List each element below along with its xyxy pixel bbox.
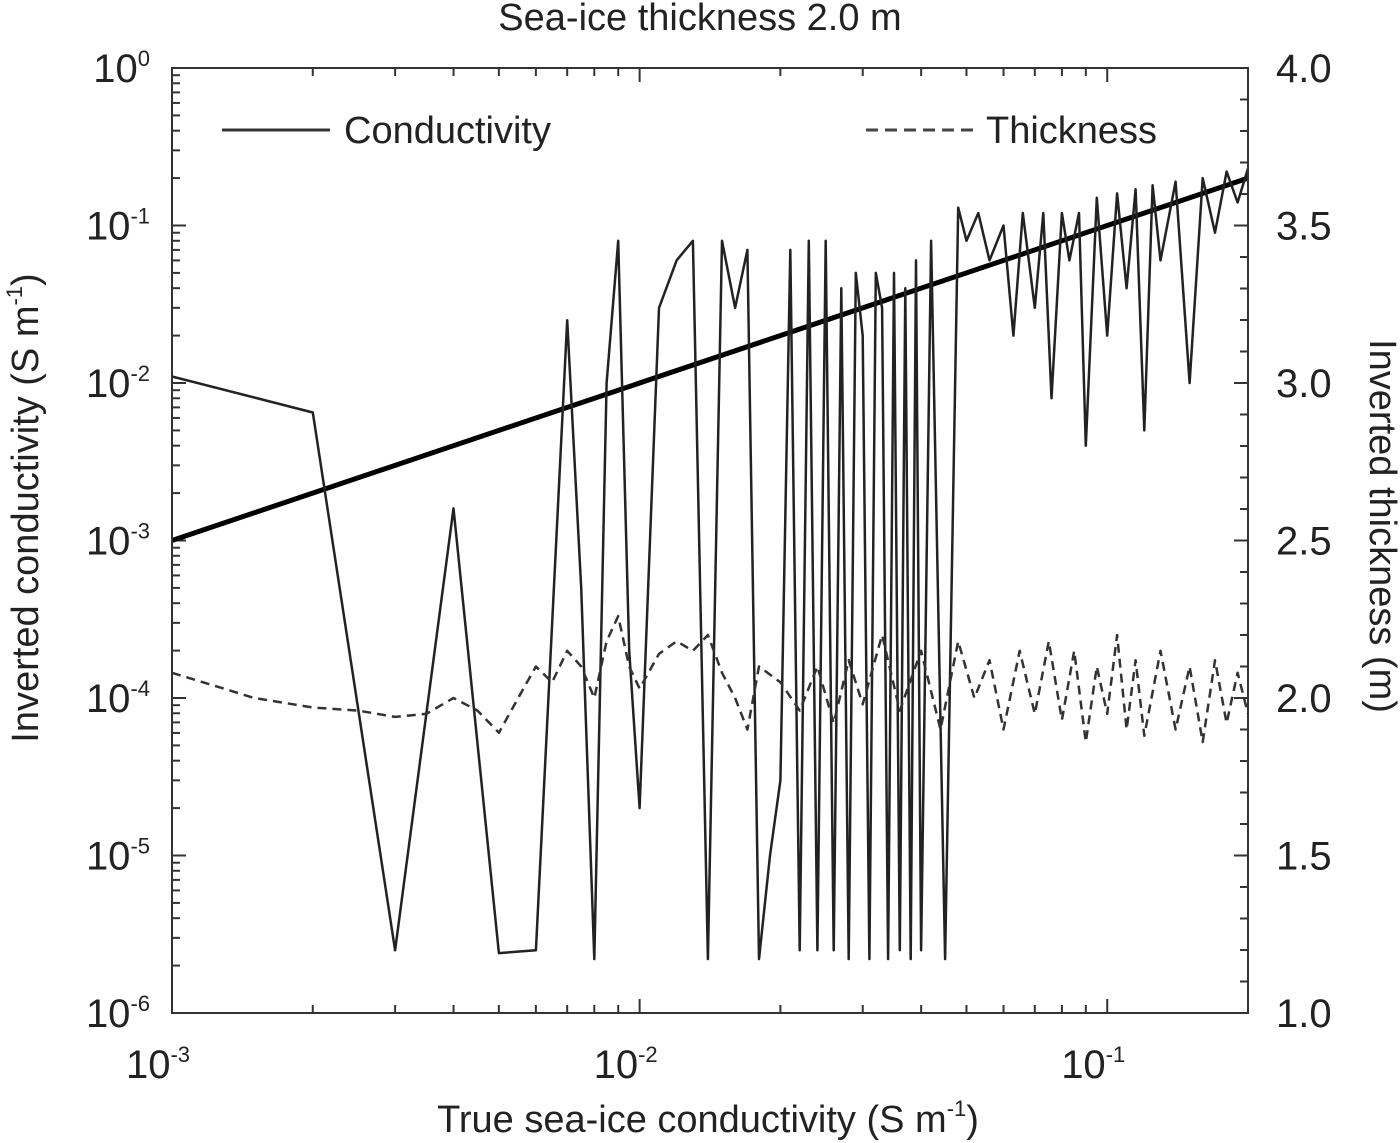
legend-label-thickness: Thickness (986, 110, 1157, 152)
series-conductivity (171, 168, 1250, 961)
x-tick-label: 10-2 (594, 1042, 658, 1087)
series-thickness (171, 614, 1250, 744)
y-right-tick-label: 1.0 (1276, 992, 1332, 1036)
y-axis-right-title: Inverted thickness (m) (1361, 339, 1400, 713)
legend: Conductivity Thickness (222, 110, 1157, 152)
plot-frame (171, 67, 1249, 1014)
y-left-tick-label: 10-4 (86, 676, 150, 721)
x-tick-label: 10-3 (126, 1042, 190, 1087)
series-layer (171, 168, 1250, 961)
y-right-tick-label: 4.0 (1276, 47, 1332, 91)
y-left-tick-label: 100 (93, 46, 150, 91)
tick-labels: 10-3 10-2 10-1 100 10-1 10-2 10-3 10-4 10-5 10-6 1… (86, 46, 1332, 1087)
y-left-tick-label: 10-2 (86, 361, 150, 406)
legend-label-conductivity: Conductivity (344, 110, 551, 152)
y-left-tick-label: 10-3 (86, 519, 150, 564)
x-axis-title: True sea-ice conductivity (S m-1) (437, 1096, 979, 1141)
y-left-tick-label: 10-5 (86, 834, 150, 879)
y-right-tick-label: 3.0 (1276, 362, 1332, 406)
x-tick-label: 10-1 (1061, 1042, 1125, 1087)
y-right-tick-label: 2.5 (1276, 520, 1332, 564)
y-left-tick-label: 10-1 (86, 204, 150, 249)
chart-title: Sea-ice thickness 2.0 m (498, 0, 901, 39)
y-axis-left-title: Inverted conductivity (S m-1) (2, 273, 47, 742)
series-reference-line (171, 175, 1249, 543)
y-left-tick-label: 10-6 (86, 991, 150, 1036)
y-right-tick-label: 3.5 (1276, 205, 1332, 249)
y-right-tick-label: 1.5 (1276, 835, 1332, 879)
y-right-tick-label: 2.0 (1276, 677, 1332, 721)
